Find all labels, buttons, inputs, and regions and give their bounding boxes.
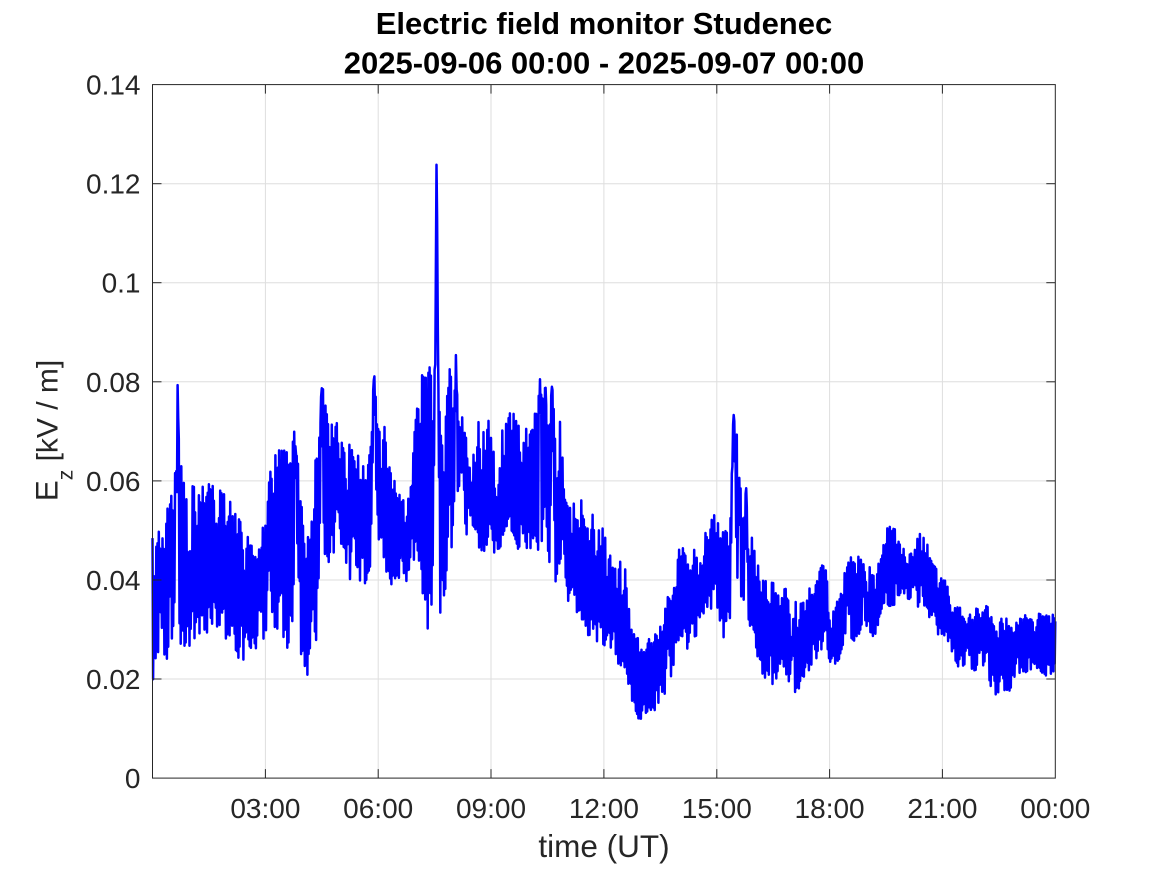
svg-text:15:00: 15:00 [682, 793, 752, 824]
svg-text:18:00: 18:00 [795, 793, 865, 824]
svg-text:0: 0 [125, 763, 141, 794]
svg-text:06:00: 06:00 [343, 793, 413, 824]
svg-text:2025-09-06 00:00 - 2025-09-07: 2025-09-06 00:00 - 2025-09-07 00:00 [344, 46, 865, 81]
svg-text:0.02: 0.02 [86, 664, 141, 695]
svg-text:Electric field monitor Studene: Electric field monitor Studenec [376, 6, 832, 41]
svg-text:21:00: 21:00 [907, 793, 977, 824]
svg-text:0.08: 0.08 [86, 367, 141, 398]
svg-text:00:00: 00:00 [1020, 793, 1090, 824]
svg-text:09:00: 09:00 [456, 793, 526, 824]
svg-text:0.06: 0.06 [86, 466, 141, 497]
svg-text:0.1: 0.1 [102, 268, 141, 299]
svg-text:0.04: 0.04 [86, 565, 141, 596]
svg-text:03:00: 03:00 [230, 793, 300, 824]
svg-text:0.12: 0.12 [86, 169, 141, 200]
svg-text:12:00: 12:00 [569, 793, 639, 824]
svg-text:time (UT): time (UT) [538, 828, 669, 864]
svg-text:0.14: 0.14 [86, 70, 141, 101]
